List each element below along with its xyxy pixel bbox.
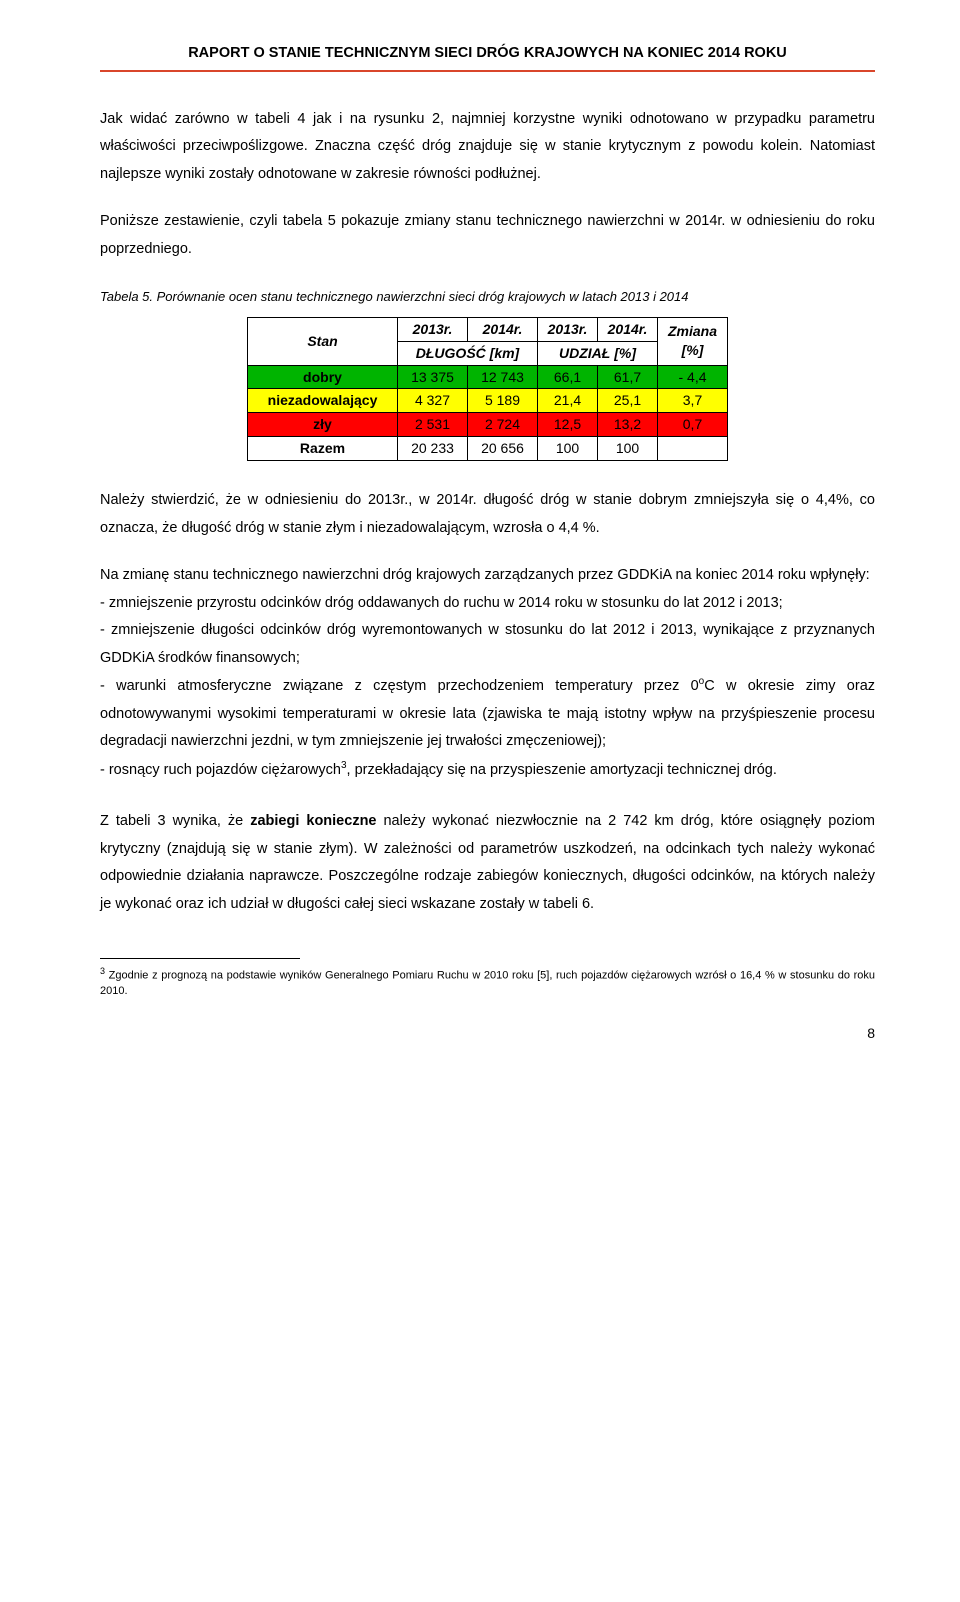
- table-row: dobry 13 375 12 743 66,1 61,7 - 4,4: [248, 365, 728, 389]
- cell: 21,4: [538, 389, 598, 413]
- header-rule: [100, 70, 875, 72]
- bullet-2: - zmniejszenie długości odcinków dróg wy…: [100, 617, 875, 672]
- bullet-3: - warunki atmosferyczne związane z częst…: [100, 672, 875, 755]
- col-stan: Stan: [248, 317, 398, 365]
- bullet-4a: - rosnący ruch pojazdów ciężarowych: [100, 762, 341, 778]
- table-row: zły 2 531 2 724 12,5 13,2 0,7: [248, 413, 728, 437]
- col-2014-pct: 2014r.: [598, 317, 658, 341]
- cell: [658, 437, 728, 461]
- bullet-4b: , przekładający się na przyspieszenie am…: [347, 762, 777, 778]
- paragraph-2: Poniższe zestawienie, czyli tabela 5 pok…: [100, 208, 875, 263]
- row-label: niezadowalający: [248, 389, 398, 413]
- footnote-rule: [100, 958, 300, 959]
- col-zmiana: Zmiana [%]: [658, 317, 728, 365]
- col-2013-pct: 2013r.: [538, 317, 598, 341]
- row-label: dobry: [248, 365, 398, 389]
- paragraph-4: Na zmianę stanu technicznego nawierzchni…: [100, 562, 875, 590]
- cell: 5 189: [468, 389, 538, 413]
- cell: 12 743: [468, 365, 538, 389]
- page-header-title: RAPORT O STANIE TECHNICZNYM SIECI DRÓG K…: [100, 40, 875, 68]
- cell: 13,2: [598, 413, 658, 437]
- cell: 25,1: [598, 389, 658, 413]
- paragraph-3: Należy stwierdzić, że w odniesieniu do 2…: [100, 487, 875, 542]
- col-udzial: UDZIAŁ [%]: [538, 341, 658, 365]
- cell: 2 531: [398, 413, 468, 437]
- table-row: Razem 20 233 20 656 100 100: [248, 437, 728, 461]
- cell: 20 233: [398, 437, 468, 461]
- cell: 66,1: [538, 365, 598, 389]
- bullet-1: - zmniejszenie przyrostu odcinków dróg o…: [100, 590, 875, 618]
- paragraph-5: Z tabeli 3 wynika, że zabiegi konieczne …: [100, 808, 875, 918]
- table-row: niezadowalający 4 327 5 189 21,4 25,1 3,…: [248, 389, 728, 413]
- cell: 2 724: [468, 413, 538, 437]
- footnote-text: Zgodnie z prognozą na podstawie wyników …: [100, 970, 875, 997]
- cell: 61,7: [598, 365, 658, 389]
- cell: - 4,4: [658, 365, 728, 389]
- bullet-block: Na zmianę stanu technicznego nawierzchni…: [100, 562, 875, 784]
- para5-bold: zabiegi konieczne: [250, 813, 376, 829]
- col-2013-km: 2013r.: [398, 317, 468, 341]
- cell: 4 327: [398, 389, 468, 413]
- cell: 20 656: [468, 437, 538, 461]
- row-label: Razem: [248, 437, 398, 461]
- table-caption: Tabela 5. Porównanie ocen stanu technicz…: [100, 287, 875, 307]
- bullet-3a: - warunki atmosferyczne związane z częst…: [100, 678, 699, 694]
- cell: 0,7: [658, 413, 728, 437]
- cell: 100: [598, 437, 658, 461]
- col-dlugosc: DŁUGOŚĆ [km]: [398, 341, 538, 365]
- footnote: 3 Zgodnie z prognozą na podstawie wynikó…: [100, 965, 875, 999]
- cell: 12,5: [538, 413, 598, 437]
- paragraph-1: Jak widać zarówno w tabeli 4 jak i na ry…: [100, 106, 875, 189]
- cell: 13 375: [398, 365, 468, 389]
- row-label: zły: [248, 413, 398, 437]
- page-number: 8: [100, 1020, 875, 1047]
- table-header-row-1: Stan 2013r. 2014r. 2013r. 2014r. Zmiana …: [248, 317, 728, 341]
- cell: 3,7: [658, 389, 728, 413]
- comparison-table: Stan 2013r. 2014r. 2013r. 2014r. Zmiana …: [247, 317, 728, 461]
- cell: 100: [538, 437, 598, 461]
- col-2014-km: 2014r.: [468, 317, 538, 341]
- para5-a: Z tabeli 3 wynika, że: [100, 813, 250, 829]
- bullet-4: - rosnący ruch pojazdów ciężarowych3, pr…: [100, 756, 875, 784]
